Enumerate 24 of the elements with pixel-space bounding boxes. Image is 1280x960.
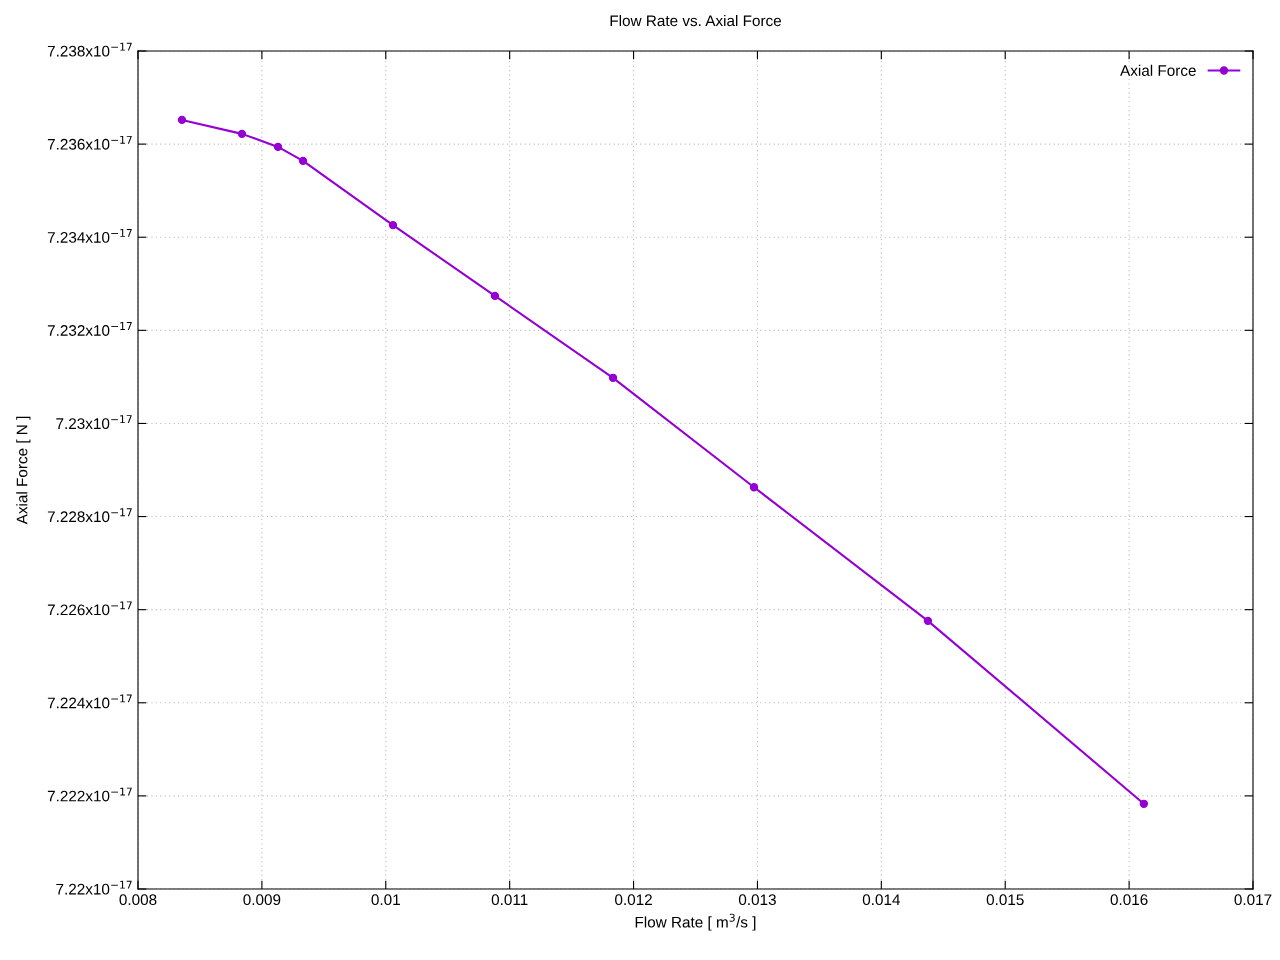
y-tick-label: 7.238x10$^{−17}$ xyxy=(47,42,132,57)
y-tick-label: 7.22x10$^{−17}$ xyxy=(56,880,132,895)
x-tick-label: 0.014 xyxy=(862,894,900,906)
y-tick-label: 7.228x10$^{−17}$ xyxy=(47,508,132,523)
x-tick-label: 0.009 xyxy=(243,894,281,906)
x-tick-label: 0.016 xyxy=(1110,894,1148,906)
y-tick-label: 7.222x10$^{−17}$ xyxy=(47,787,132,802)
y-tick-label: 7.236x10$^{−17}$ xyxy=(47,135,132,150)
x-axis-title: Flow Rate [ m$^{3}$/s ] xyxy=(635,913,756,931)
legend-label: Axial Force xyxy=(1120,64,1196,76)
x-tick-label: 0.015 xyxy=(986,894,1024,906)
y-tick-label: 7.224x10$^{−17}$ xyxy=(47,694,132,709)
x-tick-label: 0.013 xyxy=(738,894,776,906)
y-tick-label: 7.232x10$^{−17}$ xyxy=(47,322,132,336)
y-tick-label: 7.23x10$^{−17}$ xyxy=(56,415,132,430)
x-tick-label: 0.017 xyxy=(1234,894,1272,906)
y-tick-label: 7.226x10$^{−17}$ xyxy=(47,601,132,616)
y-tick-label: 7.234x10$^{−17}$ xyxy=(47,229,132,243)
x-tick-label: 0.01 xyxy=(371,894,400,906)
y-axis-title: Axial Force [ N ] xyxy=(16,416,31,525)
x-tick-label: 0.012 xyxy=(615,894,652,906)
chart-title: Flow Rate vs. Axial Force xyxy=(610,14,781,27)
x-tick-label: 0.008 xyxy=(119,894,157,906)
x-tick-label: 0.011 xyxy=(491,894,528,906)
